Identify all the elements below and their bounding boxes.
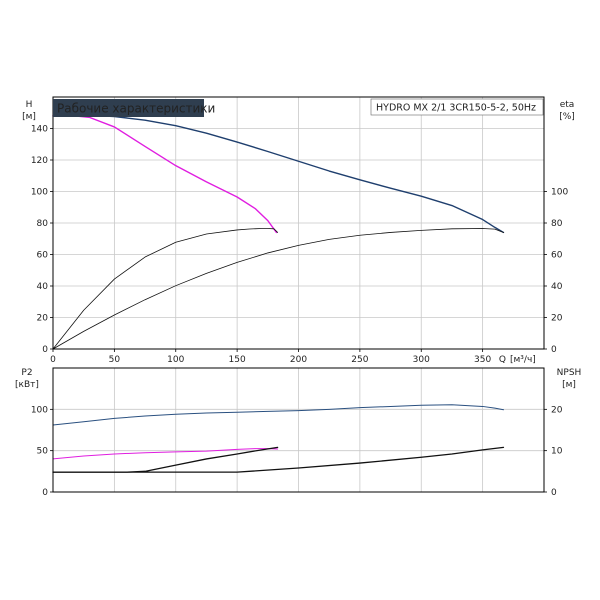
chart-title: Рабочие характеристики [57,102,215,116]
flow-axis-unit: [м³/ч] [510,355,536,365]
eta-axis-unit: [%] [559,112,575,122]
bot-series-0-line [52,404,504,426]
top-x-tick-labels: 0 50 100 150 200 250 300 350 [50,349,491,365]
y-tick-label: 0 [42,488,48,498]
npsh-axis-label: NPSH [557,368,582,378]
x-tick-label: 300 [413,355,430,365]
bot-series-2-line [52,446,279,473]
pump-label: HYDRO MX 2/1 3CR150-5-2, 50Hz [376,103,536,114]
eta-axis-label: eta [560,100,575,110]
power-npsh-panel: 0 50 100 0 10 20 P2 [кВт] NPSH [м] [15,367,582,498]
y-tick-label: 0 [42,345,48,355]
y-tick-label: 120 [31,156,48,166]
right-tick-label: 0 [551,488,557,498]
head-axis-unit: [м] [22,112,36,122]
top-series-0-line [52,114,505,234]
head-efficiency-panel: 0 50 100 150 200 250 300 350 020406080100120140… [22,96,575,365]
x-tick-label: 250 [351,355,368,365]
flow-axis-label: Q [499,355,506,365]
pump-label-box [370,98,544,116]
npsh-axis-unit: [м] [562,380,576,390]
x-tick-label: 150 [229,355,246,365]
bottom-grid [53,368,544,492]
x-tick-label: 0 [50,355,56,365]
right-tick-label: 100 [551,188,568,198]
x-tick-label: 100 [167,355,184,365]
y-tick-label: 100 [31,405,48,415]
x-tick-label: 50 [109,355,121,365]
right-tick-label: 60 [551,251,563,261]
power-axis-label: P2 [21,368,32,378]
right-tick-label: 20 [551,314,563,324]
bot-series-3-line [52,446,505,473]
y-tick-label: 40 [37,282,49,292]
bottom-right-tick-labels: 0 10 20 [544,405,563,498]
y-tick-label: 80 [37,219,49,229]
bot-series-1-line [52,448,279,460]
y-tick-label: 100 [31,188,48,198]
y-tick-label: 20 [37,314,49,324]
bottom-plot-frame [52,367,545,493]
top-y-tick-labels: 0 20 40 60 80 100 120 140 [31,125,53,355]
title-background [53,99,204,117]
top-series-2-line [52,228,279,350]
top-curves [52,114,505,350]
right-tick-label: 10 [551,447,563,457]
power-axis-unit: [кВт] [15,380,39,390]
top-right-tick-labels: 0 20 40 60 80 100 [544,188,568,355]
head-axis-label: H [26,100,33,110]
top-series-3-line [52,228,504,350]
x-tick-label: 350 [474,355,491,365]
top-grid [53,97,544,349]
x-tick-label: 200 [290,355,307,365]
bottom-curves [52,404,505,473]
right-tick-label: 80 [551,219,563,229]
right-tick-label: 40 [551,282,563,292]
bottom-y-tick-labels: 0 50 100 [31,405,53,498]
y-tick-label: 50 [37,447,49,457]
y-tick-label: 140 [31,125,48,135]
y-tick-label: 60 [37,251,49,261]
top-series-1-line [52,114,278,234]
right-tick-label: 20 [551,405,563,415]
right-tick-label: 0 [551,345,557,355]
